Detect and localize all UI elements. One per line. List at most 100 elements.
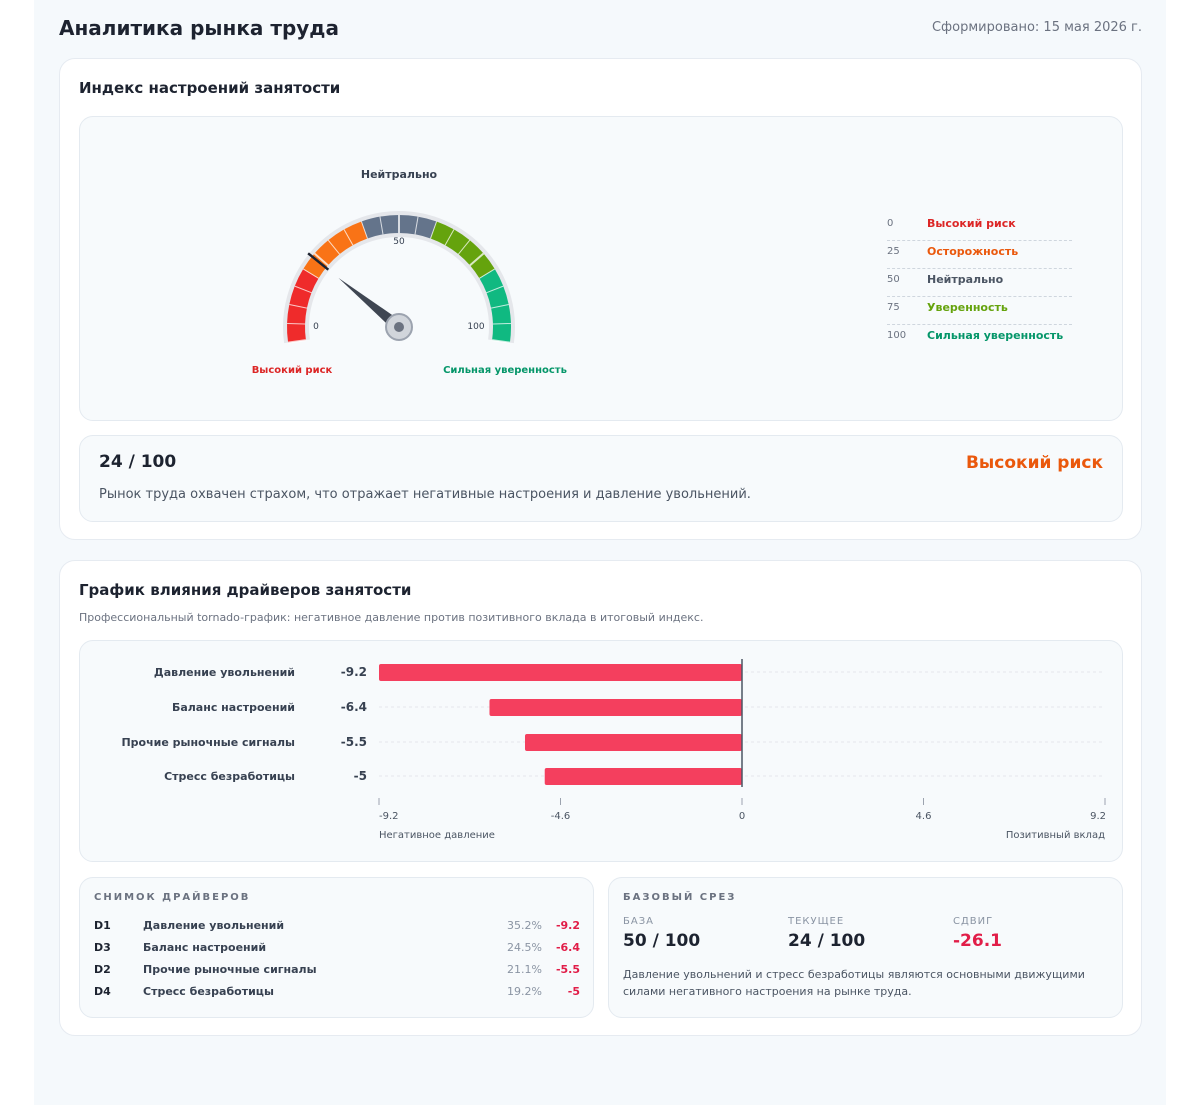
sentiment-title: Индекс настроений занятости <box>79 79 341 97</box>
gauge-right-caption: Сильная уверенность <box>443 365 567 376</box>
axis-tick-label: 9.2 <box>1090 811 1106 822</box>
snapshot-value: -5.5 <box>555 963 580 976</box>
gauge-tick-mid: 50 <box>393 237 405 247</box>
gauge-tick <box>491 339 511 344</box>
shift-column: СДВИГ -26.1 <box>953 916 1002 951</box>
tornado-bar <box>524 734 742 751</box>
gauge-tick <box>479 268 496 279</box>
snapshot-share: 21.1% <box>507 963 542 976</box>
legend-row-100: 100 Сильная уверенность <box>887 327 1072 353</box>
gauge-tick <box>486 285 504 294</box>
legend-label: Уверенность <box>927 301 1008 314</box>
current-column: ТЕКУЩЕЕ 24 / 100 <box>788 916 865 951</box>
snapshot-name: Давление увольнений <box>143 919 285 932</box>
left-axis-label: Негативное давление <box>379 830 495 841</box>
bar-value-label: -9.2 <box>341 665 367 679</box>
tornado-bar <box>544 768 742 785</box>
gauge-tick <box>444 229 455 246</box>
axis-tick-label: 4.6 <box>916 811 932 822</box>
axis-tick-label: -4.6 <box>551 811 571 822</box>
drivers-card: График влияния драйверов занятости Профе… <box>59 560 1142 1036</box>
legend-row-75: 75 Уверенность <box>887 299 1072 325</box>
snapshot-id: D1 <box>94 919 111 932</box>
gauge-left-caption: Высокий риск <box>252 365 333 376</box>
gauge-tick <box>302 268 319 279</box>
base-note: Давление увольнений и стресс безработицы… <box>623 968 1085 998</box>
legend-num: 75 <box>887 302 900 313</box>
shift-label: СДВИГ <box>953 916 994 927</box>
legend-row-0: 0 Высокий риск <box>887 215 1072 241</box>
gauge-tick <box>294 285 312 294</box>
gauge-tick <box>289 303 308 309</box>
legend-row-25: 25 Осторожность <box>887 243 1072 269</box>
right-axis-label: Позитивный вклад <box>1006 830 1105 841</box>
current-value: 24 / 100 <box>788 931 866 951</box>
snapshot-share: 35.2% <box>507 919 542 932</box>
legend-label: Сильная уверенность <box>927 329 1064 342</box>
base-value: 50 / 100 <box>623 931 701 951</box>
tornado-bar <box>489 699 742 716</box>
score-status: Высокий риск <box>965 453 1103 473</box>
snapshot-share: 19.2% <box>507 985 542 998</box>
gauge-tick <box>379 216 384 235</box>
base-label: БАЗА <box>623 916 654 927</box>
gauge-ticks <box>287 215 511 344</box>
gauge-tick <box>469 252 485 267</box>
score-panel: 24 / 100 Высокий риск Рынок труда охваче… <box>79 435 1123 522</box>
snapshot-row: D2 Прочие рыночные сигналы 21.1% -5.5 <box>94 963 580 983</box>
legend-num: 0 <box>887 218 894 229</box>
snapshot-name: Баланс настроений <box>143 941 267 954</box>
gauge-hub-center <box>394 322 404 332</box>
bar-value-label: -5 <box>354 769 367 783</box>
gauge-tick <box>313 252 329 267</box>
category-label: Давление увольнений <box>154 666 295 679</box>
bar-value-label: -5.5 <box>341 735 367 749</box>
category-label: Баланс настроений <box>172 701 295 714</box>
bar-value-label: -6.4 <box>341 700 367 714</box>
axis-tick-label: -9.2 <box>379 811 399 822</box>
snapshot-value: -5 <box>567 985 580 998</box>
gauge-tick <box>490 303 509 309</box>
gauge-tick <box>458 239 471 255</box>
base-slice-panel: БАЗОВЫЙ СРЕЗ БАЗА 50 / 100 ТЕКУЩЕЕ 24 / … <box>608 877 1123 1018</box>
snapshot-id: D2 <box>94 963 111 976</box>
snapshot-id: D3 <box>94 941 111 954</box>
gauge-tick-max: 100 <box>467 322 484 332</box>
snapshot-id: D4 <box>94 985 111 998</box>
drivers-title: График влияния драйверов занятости <box>79 581 412 599</box>
gauge-top-label: Нейтрально <box>361 168 438 181</box>
driver-snapshot-panel: СНИМОК ДРАЙВЕРОВ D1 Давление увольнений … <box>79 877 594 1018</box>
snapshot-value: -6.4 <box>555 941 580 954</box>
category-label: Прочие рыночные сигналы <box>121 736 295 749</box>
legend-row-50: 50 Нейтрально <box>887 271 1072 297</box>
legend-label: Нейтрально <box>927 273 1004 286</box>
page-title: Аналитика рынка труда <box>59 16 339 40</box>
tornado-panel: Давление увольнений -9.2 Баланс настроений… <box>79 640 1123 862</box>
gauge-tick <box>327 239 340 255</box>
snapshot-name: Прочие рыночные сигналы <box>143 963 317 976</box>
gauge-value-marker <box>307 252 330 271</box>
score-description: Рынок труда охвачен страхом, что отражае… <box>99 487 751 502</box>
snapshot-row: D4 Стресс безработицы 19.2% -5 <box>94 985 580 1005</box>
legend-num: 100 <box>887 330 907 341</box>
snapshot-row: D1 Давление увольнений 35.2% -9.2 <box>94 919 580 939</box>
snapshot-caption: СНИМОК ДРАЙВЕРОВ <box>94 892 251 903</box>
generated-date: Сформировано: 15 мая 2026 г. <box>931 20 1142 35</box>
score-value: 24 / 100 <box>99 452 177 472</box>
gauge-tick <box>360 221 368 239</box>
gauge-tick <box>287 322 306 325</box>
base-column: БАЗА 50 / 100 <box>623 916 700 951</box>
gauge-tick <box>414 216 419 235</box>
gauge-panel: Нейтрально 0 50 100 Высокий риск Сильная… <box>79 116 1123 421</box>
gauge-tick-min: 0 <box>313 322 319 332</box>
legend-num: 25 <box>887 246 900 257</box>
drivers-subtitle: Профессиональный tornado-график: негатив… <box>79 611 704 624</box>
sentiment-card: Индекс настроений занятости Нейтрально 0… <box>59 58 1142 540</box>
snapshot-share: 24.5% <box>507 941 542 954</box>
category-label: Стресс безработицы <box>164 770 295 783</box>
shift-value: -26.1 <box>953 931 1002 951</box>
legend-num: 50 <box>887 274 900 285</box>
axis-tick-label: 0 <box>739 811 745 822</box>
snapshot-name: Стресс безработицы <box>143 985 274 998</box>
snapshot-row: D3 Баланс настроений 24.5% -6.4 <box>94 941 580 961</box>
